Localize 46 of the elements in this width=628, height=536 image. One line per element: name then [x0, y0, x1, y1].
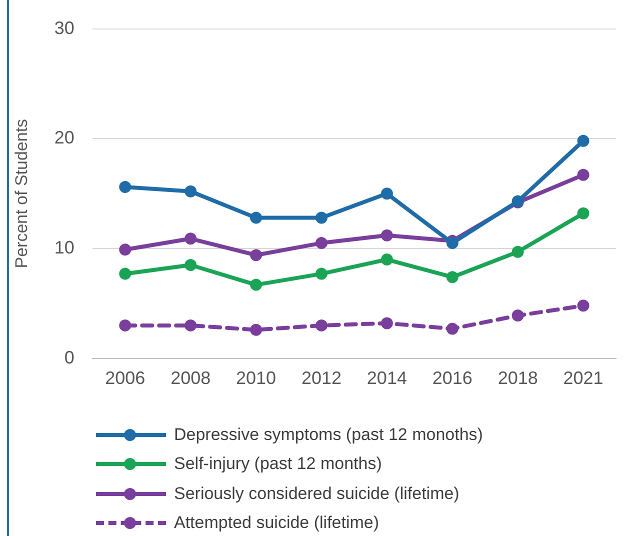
point [250, 278, 262, 291]
y-tick-label: 20 [54, 128, 74, 148]
point [577, 300, 590, 312]
point [184, 319, 197, 332]
x-tick-label: 2006 [105, 368, 146, 388]
legend-label: Attempted suicide (lifetime) [174, 513, 380, 534]
point [184, 232, 197, 245]
y-tick-label: 0 [64, 347, 74, 368]
point [184, 259, 197, 272]
point [577, 207, 590, 220]
x-tick-label: 2014 [366, 368, 407, 388]
x-tick-label: 2016 [432, 368, 472, 388]
x-tick-label: 2018 [498, 368, 538, 388]
point [315, 319, 328, 332]
y-tick-label: 10 [54, 238, 74, 258]
point [446, 237, 458, 250]
point [380, 254, 393, 266]
x-tick-label: 2021 [563, 368, 604, 388]
point [512, 246, 524, 258]
point [250, 249, 262, 262]
legend-label: Depressive symptoms (past 12 monoths) [174, 424, 483, 445]
point [446, 322, 458, 335]
legend-label: Self-injury (past 12 months) [174, 454, 382, 474]
point [250, 212, 262, 224]
y-axis-title: Percent of Students [12, 118, 31, 268]
point [315, 212, 328, 224]
x-tick-label: 2010 [236, 368, 276, 388]
legend-label: Seriously considered suicide (lifetime) [174, 484, 460, 504]
point [315, 237, 328, 250]
point [512, 310, 524, 322]
point [250, 324, 262, 336]
point [380, 188, 393, 200]
point [380, 317, 393, 330]
point [577, 168, 590, 181]
point [577, 134, 590, 147]
y-tick-label: 30 [54, 18, 74, 38]
point [119, 244, 132, 256]
point [119, 181, 132, 194]
point [184, 185, 197, 198]
point [119, 268, 132, 280]
point [119, 319, 132, 332]
point [380, 229, 393, 242]
point [446, 271, 458, 284]
point [315, 268, 328, 280]
x-tick-label: 2008 [170, 368, 211, 388]
x-tick-label: 2012 [301, 368, 342, 388]
